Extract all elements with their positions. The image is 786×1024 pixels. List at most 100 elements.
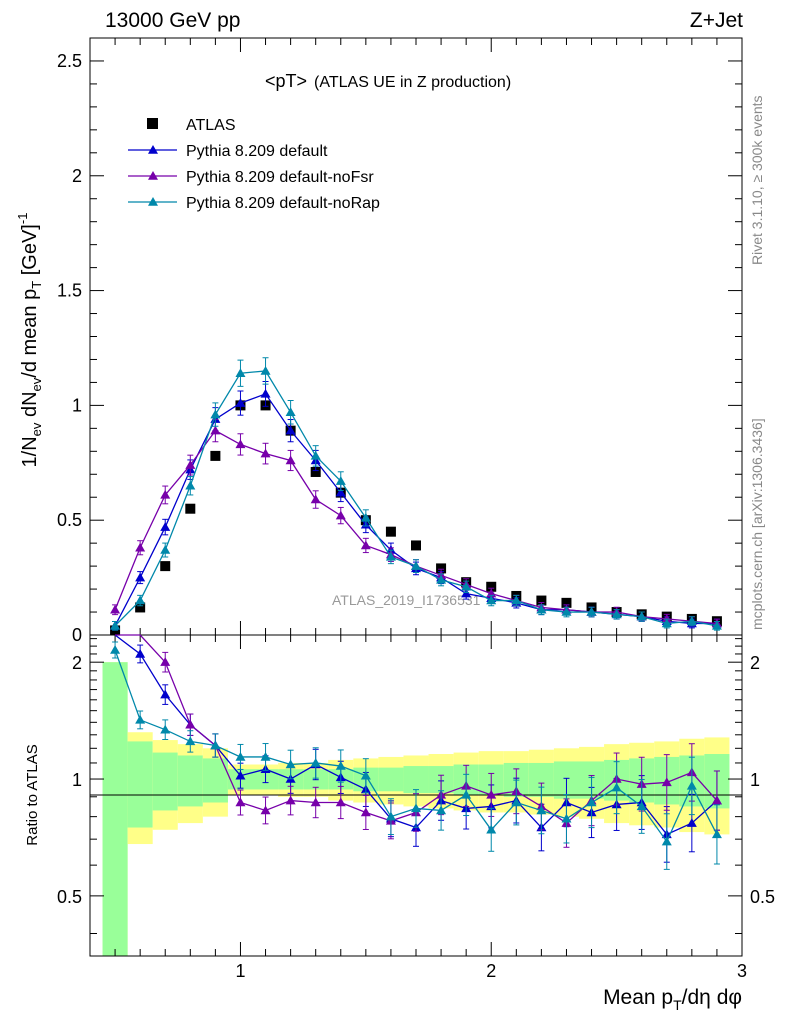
data-point-noRap <box>385 551 396 561</box>
legend-marker <box>148 145 158 154</box>
ratio-point-noRap <box>285 759 296 769</box>
ratio-point-noFsr <box>235 797 246 807</box>
legend-item-default: Pythia 8.209 default <box>128 143 328 160</box>
main-series <box>110 357 722 636</box>
x-tick-label: 2 <box>486 961 496 981</box>
data-point-noRap <box>586 607 597 616</box>
data-point-atlas <box>536 595 547 606</box>
data-point-noRap <box>360 512 371 522</box>
data-point-noFsr <box>310 494 321 504</box>
data-point-noFsr <box>135 542 146 552</box>
data-point-atlas <box>486 581 497 592</box>
ratio-tick-label-right: 0.5 <box>750 887 775 907</box>
data-point-atlas <box>160 561 171 572</box>
band-stat-bin <box>102 662 128 956</box>
data-point-noRap <box>486 595 497 605</box>
process-label: Z+Jet <box>690 9 743 32</box>
series-noRap <box>110 357 722 631</box>
x-axis-title: Mean pT/dη dφ <box>603 986 742 1013</box>
mcplots-label: mcplots.cern.ch [arXiv:1306.3436] <box>749 418 765 630</box>
ratio-point-noRap <box>636 801 647 811</box>
data-point-noRap <box>310 450 321 460</box>
band-stat-bin <box>127 741 153 828</box>
legend-item-data: ATLAS <box>147 117 236 134</box>
ratio-point-noFsr <box>335 797 346 807</box>
data-point-atlas <box>310 466 321 477</box>
legend: ATLAS Pythia 8.209 default Pythia 8.209 de… <box>128 117 380 212</box>
ratio-point-noRap <box>360 770 371 780</box>
ratio-point-noRap <box>110 644 121 654</box>
data-point-noFsr <box>335 510 346 520</box>
ratio-tick-label-left: 2 <box>72 653 82 673</box>
data-point-noRap <box>536 604 547 614</box>
band-stat-bin <box>378 767 404 792</box>
plot-title-main: <pT> <box>265 71 307 91</box>
data-point-default <box>160 522 171 531</box>
data-point-noFsr <box>661 613 672 623</box>
data-point-noFsr <box>110 604 121 614</box>
y-tick-label: 2 <box>72 166 82 186</box>
data-point-atlas <box>411 540 421 551</box>
band-stat-bin <box>152 752 178 811</box>
data-point-noRap <box>335 476 346 485</box>
y-tick-label: 1 <box>72 395 82 415</box>
ratio-point-noRap <box>511 797 522 807</box>
ratio-point-noRap <box>235 751 246 761</box>
data-point-noFsr <box>185 460 196 469</box>
data-point-noFsr <box>235 439 246 449</box>
y-tick-label: 0.5 <box>57 510 82 530</box>
ratio-y-axis: 0.5 0.5 1 1 2 2 <box>57 638 775 934</box>
ratio-point-noFsr <box>310 797 321 807</box>
data-point-noRap <box>210 409 221 419</box>
ratio-point-noRap <box>661 836 672 846</box>
data-point-atlas <box>135 602 146 613</box>
data-point-atlas <box>210 450 221 461</box>
ratio-point-noFsr <box>185 719 196 729</box>
ratio-point-noRap <box>611 782 622 792</box>
plot-title-sub: (ATLAS UE in Z production) <box>314 74 511 91</box>
y-tick-label: 2.5 <box>57 51 82 71</box>
ratio-point-noFsr <box>661 777 672 787</box>
band-stat-bin <box>403 766 429 794</box>
ratio-point-noRap <box>586 797 597 807</box>
y-tick-label: 1.5 <box>57 281 82 301</box>
data-point-noFsr <box>285 455 296 465</box>
ratio-point-default <box>160 689 171 699</box>
ratio-point-noRap <box>160 724 171 734</box>
x-tick-label: 1 <box>235 961 245 981</box>
rivet-version-label: Rivet 3.1.10, ≥ 300k events <box>749 95 765 265</box>
ratio-point-noFsr <box>285 795 296 805</box>
data-point-noRap <box>160 545 171 554</box>
data-point-noRap <box>661 618 672 628</box>
legend-item-noRap: Pythia 8.209 default-noRap <box>128 195 380 212</box>
ratio-point-noFsr <box>360 807 371 817</box>
data-point-noFsr <box>210 425 221 435</box>
legend-label: ATLAS <box>186 117 236 134</box>
ratio-point-noRap <box>711 829 722 839</box>
main-y-axis: 0 0.5 1 1.5 2 2.5 <box>57 51 742 645</box>
y-tick-label: 0 <box>72 625 82 645</box>
data-point-atlas <box>385 526 396 537</box>
data-point-noFsr <box>160 489 171 499</box>
data-point-default <box>260 388 271 398</box>
ratio-point-noFsr <box>486 789 497 799</box>
ratio-point-default <box>135 648 146 658</box>
data-point-noFsr <box>260 448 271 458</box>
x-tick-label: 3 <box>737 961 747 981</box>
legend-marker <box>148 197 158 206</box>
ratio-point-noRap <box>310 757 321 767</box>
ratio-series-noRap <box>110 641 722 870</box>
legend-label: Pythia 8.209 default-noRap <box>186 195 380 212</box>
ratio-point-noRap <box>436 805 447 815</box>
legend-marker <box>147 118 158 129</box>
ratio-point-noRap <box>185 736 196 746</box>
data-point-noRap <box>686 616 697 625</box>
data-point-noRap <box>611 609 622 619</box>
ratio-point-noRap <box>686 780 697 790</box>
ratio-point-noFsr <box>160 657 171 666</box>
data-point-noRap <box>285 407 296 417</box>
plot-title: <pT> (ATLAS UE in Z production) <box>265 71 511 91</box>
series-line-noRap <box>114 370 718 627</box>
ratio-point-default <box>686 818 697 827</box>
